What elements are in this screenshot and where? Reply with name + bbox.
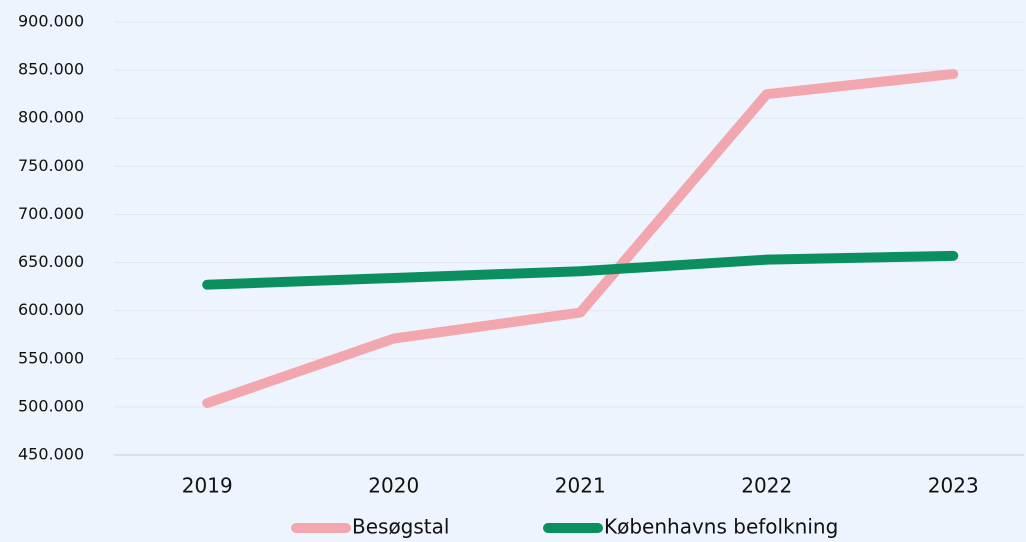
x-tick-label: 2021 — [555, 474, 606, 498]
y-tick-label: 900.000 — [18, 12, 84, 31]
y-tick-label: 450.000 — [18, 445, 84, 464]
x-tick-label: 2019 — [182, 474, 233, 498]
x-tick-label: 2022 — [741, 474, 792, 498]
legend-label: Besøgstal — [352, 515, 449, 539]
y-tick-label: 700.000 — [18, 204, 84, 223]
x-tick-label: 2023 — [928, 474, 979, 498]
y-tick-label: 600.000 — [18, 300, 84, 319]
legend-label: Københavns befolkning — [604, 515, 838, 539]
series-line — [202, 68, 959, 409]
y-tick-label: 650.000 — [18, 252, 84, 271]
y-tick-label: 750.000 — [18, 156, 84, 175]
y-tick-label: 800.000 — [18, 108, 84, 127]
y-tick-label: 550.000 — [18, 348, 84, 367]
y-tick-label: 500.000 — [18, 396, 84, 415]
series-line — [202, 250, 959, 290]
x-tick-label: 2020 — [368, 474, 419, 498]
y-tick-label: 850.000 — [18, 60, 84, 79]
